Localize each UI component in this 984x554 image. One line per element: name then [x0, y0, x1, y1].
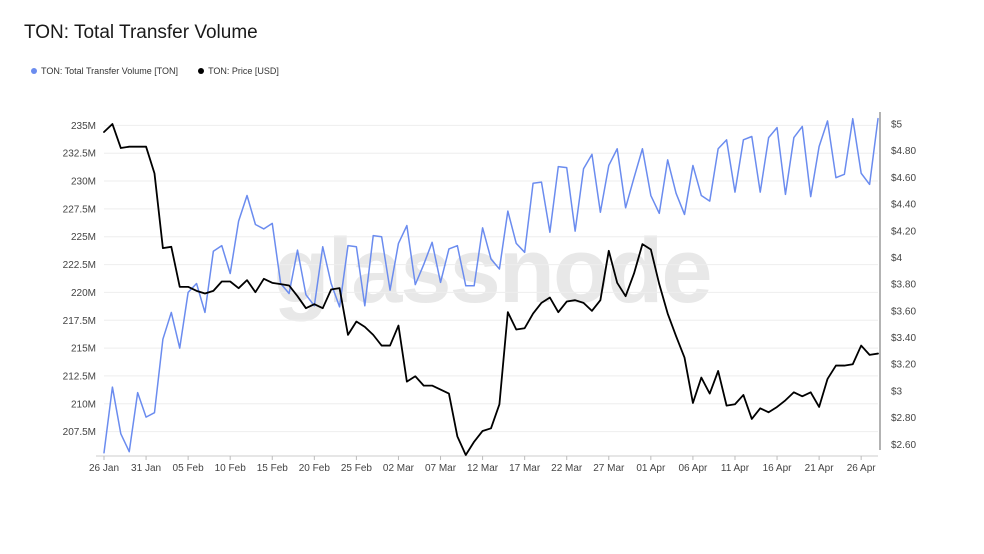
left-y-axis: 207.5M 210M 212.5M 215M 217.5M 220M 222.5M 225M… [63, 121, 96, 438]
right-tick-label: $5 [891, 120, 903, 131]
chart-title: TON: Total Transfer Volume [24, 22, 258, 43]
left-tick-label: 212.5M [63, 371, 96, 382]
x-tick-label: 07 Mar [425, 463, 457, 474]
legend-volume-label: TON: Total Transfer Volume [TON] [41, 66, 179, 76]
left-tick-label: 225M [71, 232, 96, 243]
x-tick-label: 31 Jan [131, 463, 161, 474]
right-tick-label: $2.60 [891, 440, 916, 451]
x-tick-label: 01 Apr [636, 463, 666, 474]
series-price[interactable] [103, 123, 879, 456]
right-tick-label: $3 [891, 386, 903, 397]
right-tick-label: $4.80 [891, 146, 916, 157]
right-tick-label: $3.40 [891, 333, 916, 344]
x-tick-label: 05 Feb [173, 463, 205, 474]
legend-item-volume[interactable]: TON: Total Transfer Volume [TON] [31, 66, 178, 76]
x-tick-label: 11 Apr [721, 463, 750, 474]
x-tick-label: 12 Mar [467, 463, 499, 474]
x-tick-label: 21 Apr [805, 463, 835, 474]
x-tick-label: 25 Feb [341, 463, 373, 474]
left-tick-label: 210M [71, 399, 96, 410]
right-tick-label: $3.60 [891, 306, 916, 317]
left-tick-label: 207.5M [63, 427, 96, 438]
right-tick-label: $2.80 [891, 413, 916, 424]
x-tick-label: 02 Mar [383, 463, 415, 474]
left-tick-label: 220M [71, 288, 96, 299]
left-tick-label: 227.5M [63, 204, 96, 215]
legend-price-marker [198, 68, 205, 74]
left-tick-label: 230M [71, 177, 96, 188]
x-tick-label: 06 Apr [678, 463, 708, 474]
right-tick-label: $4.20 [891, 226, 916, 237]
right-tick-label: $4.40 [891, 200, 916, 211]
legend: TON: Total Transfer Volume [TON] TON: Pr… [31, 66, 279, 76]
x-tick-label: 26 Jan [89, 463, 119, 474]
right-y-axis: $2.60 $2.80 $3 $3.20 $3.40 $3.60 $3.80 $4 $4.20 $… [879, 112, 916, 451]
series-volume[interactable] [103, 117, 879, 454]
x-tick-label: 17 Mar [509, 463, 541, 474]
left-tick-label: 217.5M [63, 316, 96, 327]
right-tick-label: $3.80 [891, 280, 916, 291]
left-tick-label: 235M [71, 121, 96, 132]
left-tick-label: 215M [71, 344, 96, 355]
x-tick-label: 26 Apr [847, 463, 877, 474]
x-tick-label: 22 Mar [551, 463, 583, 474]
legend-item-price[interactable]: TON: Price [USD] [198, 66, 279, 76]
x-axis: 26 Jan 31 Jan 05 Feb 10 Feb 15 Feb 20 Feb 25 F… [89, 455, 878, 474]
right-tick-label: $3.20 [891, 360, 916, 371]
right-tick-label: $4 [891, 253, 903, 264]
right-tick-label: $4.60 [891, 173, 916, 184]
legend-price-label: TON: Price [USD] [208, 66, 279, 76]
x-tick-label: 27 Mar [593, 463, 625, 474]
grid [104, 124, 878, 433]
x-tick-label: 10 Feb [215, 463, 247, 474]
x-tick-label: 20 Feb [299, 463, 331, 474]
left-tick-label: 232.5M [63, 149, 96, 160]
x-tick-label: 16 Apr [763, 463, 793, 474]
legend-volume-marker [31, 68, 37, 74]
left-tick-label: 222.5M [63, 260, 96, 271]
x-tick-label: 15 Feb [257, 463, 289, 474]
